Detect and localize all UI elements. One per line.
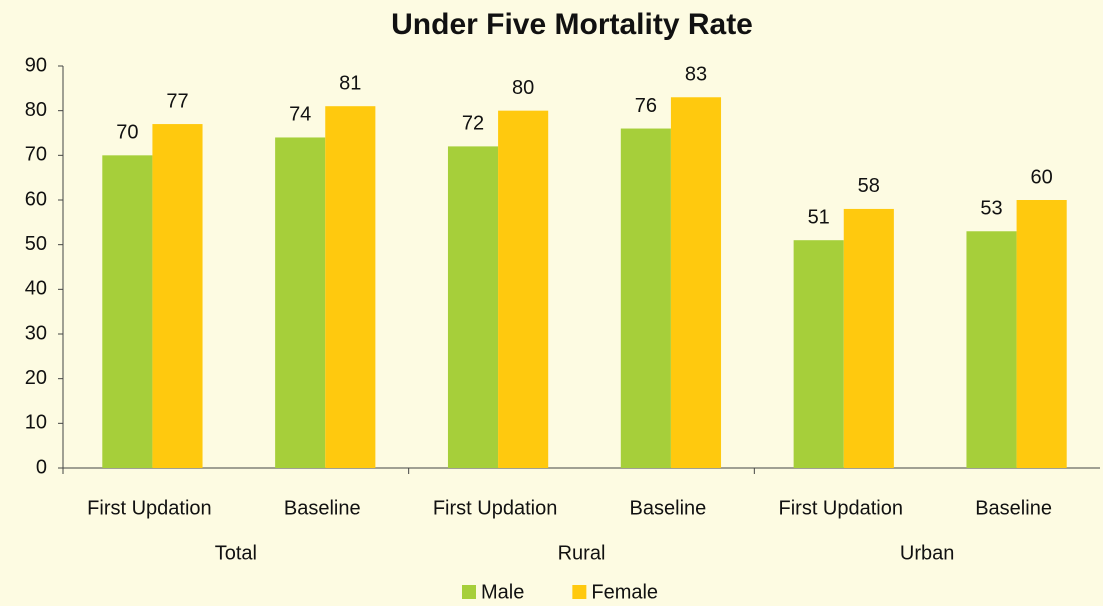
data-label: 77 bbox=[166, 90, 188, 112]
data-label: 51 bbox=[808, 206, 830, 228]
y-tick-label: 60 bbox=[25, 188, 47, 210]
x-tick-label: Baseline bbox=[975, 497, 1052, 519]
bar bbox=[1016, 200, 1067, 468]
x-tick-label: Baseline bbox=[630, 497, 707, 519]
y-tick-label: 80 bbox=[25, 99, 47, 121]
data-label: 81 bbox=[339, 72, 361, 94]
data-label: 72 bbox=[462, 113, 484, 135]
y-tick-label: 90 bbox=[25, 54, 47, 76]
y-tick-label: 70 bbox=[25, 144, 47, 166]
group-label: Total bbox=[215, 542, 257, 564]
chart-title: Under Five Mortality Rate bbox=[391, 8, 753, 41]
x-tick-label: First Updation bbox=[433, 497, 558, 519]
data-label: 60 bbox=[1031, 166, 1053, 188]
data-label: 70 bbox=[116, 122, 138, 144]
bar bbox=[670, 97, 722, 469]
group-label: Urban bbox=[900, 542, 954, 564]
data-label: 80 bbox=[512, 77, 534, 99]
x-tick-label: Baseline bbox=[284, 497, 361, 519]
x-tick-label: First Updation bbox=[87, 497, 212, 519]
y-tick-label: 10 bbox=[25, 412, 47, 434]
x-tick-label: First Updation bbox=[779, 497, 904, 519]
bar bbox=[102, 155, 153, 469]
data-label: 83 bbox=[685, 64, 707, 86]
y-tick-label: 20 bbox=[25, 367, 47, 389]
y-tick-label: 50 bbox=[25, 233, 47, 255]
bar bbox=[498, 110, 549, 469]
bar bbox=[275, 137, 326, 468]
bar bbox=[447, 146, 499, 468]
y-tick-label: 40 bbox=[25, 278, 47, 300]
bar bbox=[152, 124, 203, 469]
data-label: 76 bbox=[635, 95, 657, 117]
legend-label: Female bbox=[591, 581, 658, 603]
bar bbox=[843, 208, 894, 468]
data-label: 53 bbox=[980, 198, 1002, 220]
legend-swatch bbox=[572, 585, 587, 599]
y-tick-label: 0 bbox=[36, 456, 47, 478]
bar bbox=[620, 128, 671, 469]
bar bbox=[966, 231, 1017, 468]
legend-label: Male bbox=[481, 581, 524, 603]
legend-swatch bbox=[462, 585, 476, 599]
bar bbox=[793, 240, 844, 468]
y-tick-label: 30 bbox=[25, 322, 47, 344]
data-label: 58 bbox=[858, 175, 880, 197]
bar bbox=[325, 106, 376, 468]
data-label: 74 bbox=[289, 104, 311, 126]
group-label: Rural bbox=[558, 542, 606, 564]
